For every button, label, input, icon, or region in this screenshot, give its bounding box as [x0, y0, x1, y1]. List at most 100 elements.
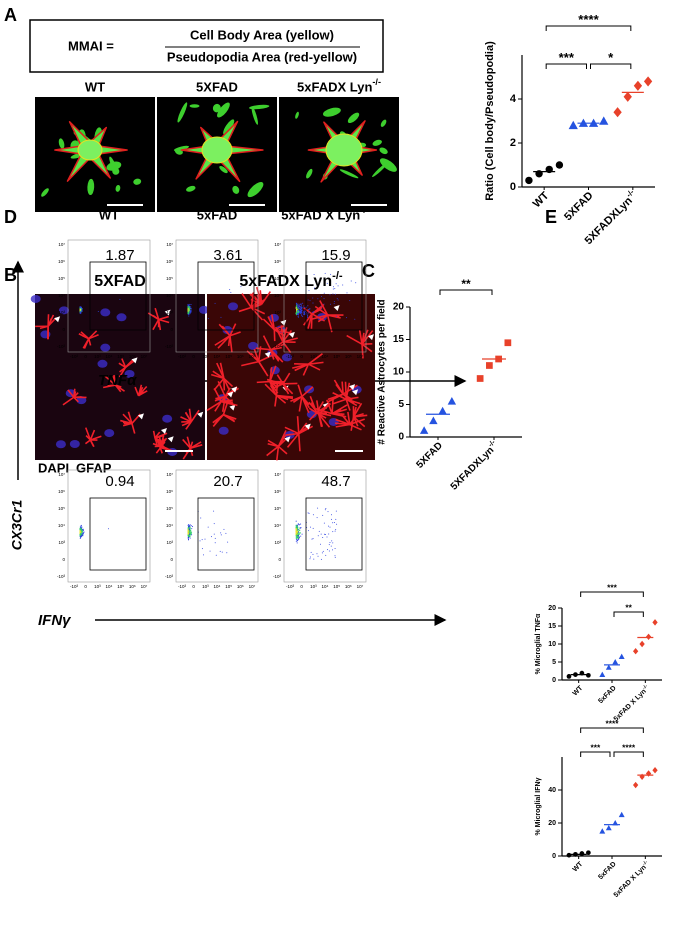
- flow-event: [295, 307, 297, 309]
- flow-column-title: 5xFAD X Lyn-/-: [281, 205, 369, 222]
- flow-event: [207, 526, 209, 528]
- flow-event: [333, 302, 335, 304]
- flow-y-tick-label: -10³: [165, 344, 174, 349]
- flow-event: [187, 534, 189, 536]
- flow-x-tick-label: -10³: [286, 584, 295, 589]
- flow-event: [191, 525, 194, 528]
- gfap-process: [308, 361, 324, 365]
- green-process: [217, 102, 230, 118]
- gfap-process: [282, 383, 294, 395]
- flow-event: [296, 525, 298, 527]
- gfap-process: [260, 291, 272, 305]
- formula-denominator: Pseudopodia Area (red-yellow): [167, 49, 357, 64]
- flow-event: [80, 524, 82, 526]
- flow-event: [188, 528, 190, 530]
- gfap-process: [212, 370, 225, 380]
- image-title: 5xFADX Lyn-/-: [239, 270, 343, 290]
- dapi-nucleus: [104, 429, 115, 438]
- flow-event: [312, 553, 314, 555]
- panel-label: D: [4, 207, 17, 227]
- flow-event: [319, 543, 321, 545]
- gfap-process: [250, 292, 255, 308]
- flow-y-tick-label: 10⁶: [58, 259, 65, 264]
- gfap-process: [285, 432, 299, 437]
- flow-event: [299, 312, 302, 314]
- flow-event: [187, 306, 189, 308]
- flow-event: [189, 312, 191, 314]
- flow-event: [295, 525, 297, 527]
- gfap-process: [190, 409, 200, 423]
- flow-x-tick-label: 10⁷: [249, 354, 256, 359]
- significance-bracket: [580, 727, 644, 733]
- flow-y-tick-label: 10³: [274, 540, 281, 545]
- flow-event: [304, 313, 306, 315]
- flow-event: [335, 518, 337, 520]
- flow-event: [80, 535, 82, 537]
- flow-event: [188, 526, 190, 528]
- flow-x-tick-label: 10⁷: [357, 584, 364, 589]
- y-tick-label: 0: [552, 853, 556, 860]
- data-point: [633, 80, 643, 91]
- flow-event: [325, 508, 327, 510]
- arrowhead: [368, 334, 375, 341]
- gfap-process: [186, 436, 192, 449]
- flow-event: [322, 536, 324, 538]
- flow-event: [307, 316, 309, 319]
- flow-event: [188, 315, 190, 317]
- gfap-process: [134, 386, 140, 396]
- gfap-process: [303, 307, 313, 315]
- dapi-nucleus: [100, 343, 111, 352]
- flow-event: [80, 533, 82, 535]
- flow-y-tick-label: 10⁵: [58, 276, 65, 281]
- gfap-process: [190, 441, 202, 449]
- dapi-nucleus: [198, 305, 209, 314]
- flow-event: [299, 311, 302, 313]
- flow-gate: [197, 261, 255, 331]
- flow-x-tick-label: -10³: [70, 584, 79, 589]
- flow-event: [226, 552, 228, 554]
- gate-percentage: 20.7: [213, 473, 242, 490]
- flow-event: [79, 306, 81, 308]
- green-process: [219, 165, 228, 174]
- flow-y-tick-label: 0: [62, 327, 65, 332]
- gfap-process: [215, 395, 226, 400]
- flow-event: [312, 527, 314, 529]
- flow-x-tick-label: 10⁵: [225, 354, 232, 359]
- flow-event: [296, 532, 298, 534]
- gfap-process: [331, 404, 348, 415]
- gfap-process: [127, 411, 133, 424]
- flow-event: [321, 308, 323, 310]
- flow-event: [298, 536, 301, 538]
- flow-event: [207, 317, 209, 319]
- flow-event: [220, 532, 222, 534]
- green-process: [380, 119, 387, 127]
- flow-event: [189, 531, 191, 534]
- gfap-process: [189, 448, 194, 457]
- flow-event: [336, 523, 338, 525]
- flow-event: [334, 293, 336, 295]
- flow-event: [299, 532, 301, 534]
- flow-event: [220, 316, 222, 318]
- flow-y-tick-label: 10⁴: [274, 523, 281, 528]
- flow-event: [329, 303, 331, 305]
- gfap-process: [84, 439, 91, 445]
- gfap-process: [214, 401, 222, 412]
- flow-event: [82, 530, 84, 532]
- flow-x-tick-label: 0: [192, 584, 195, 589]
- flow-event: [332, 542, 334, 544]
- gfap-process: [88, 330, 98, 340]
- flow-event: [296, 531, 298, 533]
- gfap-process: [302, 363, 310, 376]
- flow-event: [79, 309, 81, 311]
- flow-event: [346, 292, 348, 294]
- gfap-process: [286, 433, 300, 448]
- gfap-process: [340, 413, 351, 426]
- gfap-process: [308, 401, 320, 415]
- gfap-process: [267, 439, 279, 448]
- flow-x-label: IFNγ: [38, 612, 72, 629]
- flow-event: [190, 306, 192, 308]
- flow-event: [312, 538, 314, 540]
- flow-event: [301, 533, 303, 535]
- flow-gate: [197, 497, 255, 571]
- flow-event: [188, 311, 190, 313]
